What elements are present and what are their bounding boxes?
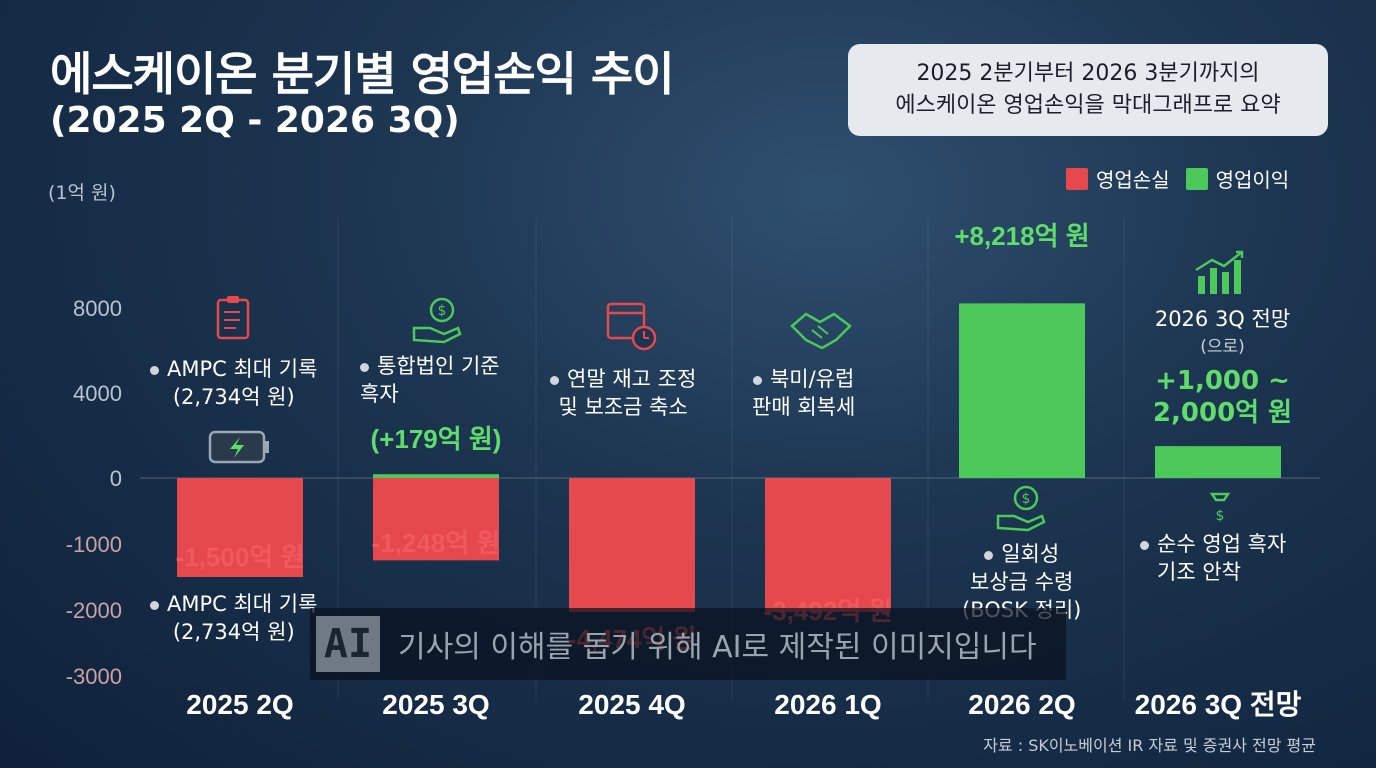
x-category-label: 2026 2Q [968, 689, 1075, 720]
bar-loss-20261Q [765, 478, 891, 612]
bullet-dot [984, 550, 994, 560]
bar-loss-20252Q [177, 478, 303, 577]
bar-profit-20253Q [373, 474, 499, 478]
legend-label-loss: 영업손실 [1096, 168, 1170, 192]
x-category-label: 2026 3Q 전망 [1135, 689, 1302, 720]
note-text: 보상금 수령 [970, 570, 1074, 594]
summary-line-2: 에스케이온 영업손익을 막대그래프로 요약 [895, 93, 1281, 118]
summary-line-1: 2025 2분기부터 2026 3분기까지의 [916, 61, 1260, 86]
forecast-value-2: 2,000억 원 [1152, 398, 1293, 428]
note-text: 순수 영업 흑자 [1157, 532, 1287, 556]
note-2025q2-top: AMPC 최대 기록 (2,734억 원) [150, 355, 317, 411]
legend-item-loss: 영업손실 [1066, 164, 1170, 193]
money-hand-icon: $ [412, 297, 462, 344]
note-2025q3: 통합법인 기준 흑자 [360, 352, 500, 408]
bullet-dot [150, 600, 159, 610]
x-category-label: 2025 2Q [186, 689, 293, 720]
note-2026q1: 북미/유럽 판매 회복세 [752, 365, 855, 421]
ai-watermark: AI 기사의 이해를 돕기 위해 AI로 제작된 이미지입니다 [310, 608, 1066, 680]
x-category-label: 2025 3Q [382, 689, 489, 720]
svg-text:$: $ [438, 303, 447, 319]
note-2026q3-forecast: 2026 3Q 전망 (으로) +1,000 ~ 2,000억 원 [1140, 305, 1305, 429]
y-tick-label: -1000 [66, 532, 122, 557]
data-label: +8,218억 원 [954, 221, 1089, 251]
legend-item-profit: 영업이익 [1185, 164, 1290, 193]
bar-loss-20253Q [373, 478, 499, 561]
forecast-subtitle: (으로) [1200, 337, 1245, 357]
note-text: 흑자 [360, 382, 399, 406]
ai-logo: AI [316, 616, 380, 672]
data-label: (+179억 원) [371, 424, 502, 454]
summary-box: 2025 2분기부터 2026 3분기까지의 에스케이온 영업손익을 막대그래프… [848, 44, 1328, 136]
chart-title: 에스케이온 분기별 영업손익 추이 [50, 47, 675, 101]
note-text: 기조 안착 [1157, 560, 1241, 584]
legend-swatch-profit [1185, 167, 1208, 190]
calendar-clock-icon [606, 302, 657, 351]
chart-subtitle: (2025 2Q - 2026 3Q) [50, 100, 460, 141]
y-axis-unit: (1억 원) [48, 182, 116, 204]
battery-icon [208, 430, 269, 464]
note-text: 및 보조금 축소 [558, 395, 688, 419]
forecast-title: 2026 3Q 전망 [1154, 307, 1291, 331]
note-text: 연말 재고 조정 [567, 367, 697, 391]
legend-label-profit: 영업이익 [1215, 168, 1290, 192]
bar-profit-20262Q [959, 303, 1085, 478]
legend-swatch-loss [1066, 167, 1088, 190]
bullet-dot [752, 375, 762, 385]
source-note: 자료 : SK이노베이션 IR 자료 및 증권사 전망 평균 [983, 736, 1316, 755]
y-tick-label: -2000 [66, 598, 122, 623]
money-bag-icon: $ [1209, 492, 1231, 524]
forecast-value-1: +1,000 ~ [1155, 366, 1290, 396]
y-tick-label: -3000 [66, 664, 122, 689]
legend: 영업손실 영업이익 [1066, 164, 1289, 193]
note-text: 판매 회복세 [752, 395, 856, 419]
data-label: -1,248억 원 [372, 528, 501, 558]
note-text: 통합법인 기준 [377, 354, 500, 378]
bullet-dot [550, 375, 559, 385]
data-label: -1,500억 원 [176, 542, 305, 572]
note-text: 북미/유럽 [769, 367, 855, 391]
y-tick-label: 4000 [73, 381, 122, 406]
money-hand-icon: $ [996, 485, 1046, 532]
svg-text:$: $ [1216, 508, 1225, 524]
y-tick-label: 0 [110, 466, 122, 491]
bar-loss-20254Q [569, 478, 695, 612]
handshake-icon [790, 312, 852, 350]
y-tick-label: 8000 [73, 296, 122, 321]
x-category-label: 2026 1Q [774, 689, 881, 720]
bar-profit-20263Q전망 [1155, 446, 1281, 478]
growth-chart-icon [1195, 250, 1244, 294]
bullet-dot [360, 362, 369, 372]
watermark-text: 기사의 이해를 돕기 위해 AI로 제작된 이미지입니다 [398, 630, 1037, 665]
note-text: AMPC 최대 기록 [167, 357, 318, 381]
svg-text:$: $ [1022, 491, 1031, 507]
note-text: AMPC 최대 기록 [167, 592, 318, 616]
clipboard-icon [216, 296, 250, 340]
note-2025q2-bottom: AMPC 최대 기록 (2,734억 원) [150, 590, 317, 646]
bullet-dot [150, 365, 159, 375]
note-2026q3-bottom: 순수 영업 흑자 기조 안착 [1140, 530, 1286, 586]
note-text: 일회성 [1001, 542, 1060, 566]
note-text: (2,734억 원) [172, 620, 295, 644]
x-category-label: 2025 4Q [578, 689, 685, 720]
note-text: (2,734억 원) [172, 385, 295, 409]
note-2025q4: 연말 재고 조정 및 보조금 축소 [550, 365, 696, 421]
bullet-dot [1140, 540, 1149, 550]
